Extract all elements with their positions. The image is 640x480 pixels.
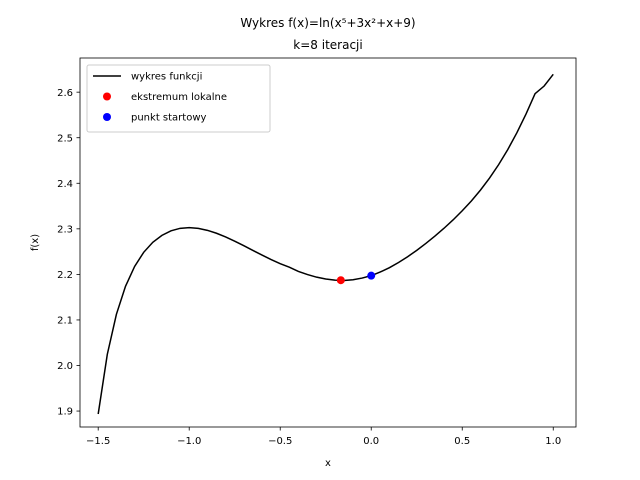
x-axis-label: x — [325, 458, 331, 469]
legend-swatch-marker — [103, 93, 111, 101]
start-point — [367, 272, 375, 280]
x-tick-label: −1.5 — [86, 436, 110, 447]
legend: wykres funkcji ekstremum lokalne punkt sta… — [87, 65, 270, 132]
x-axis: −1.5 −1.0 −0.5 0.0 0.5 1.0 — [86, 427, 561, 447]
x-tick-label: 0.5 — [454, 436, 470, 447]
y-tick-label: 2.5 — [57, 133, 73, 144]
legend-entry-extremum: ekstremum lokalne — [131, 92, 227, 103]
local-extremum-point — [337, 276, 345, 284]
y-axis: 1.9 2.0 2.1 2.2 2.3 2.4 2.5 2.6 — [57, 88, 80, 418]
legend-entry-function: wykres funkcji — [131, 72, 202, 83]
x-tick-label: −0.5 — [268, 436, 292, 447]
y-tick-label: 2.6 — [57, 88, 73, 99]
legend-swatch-marker — [103, 113, 111, 121]
y-axis-label: f(x) — [30, 234, 41, 251]
y-tick-label: 2.3 — [57, 224, 73, 235]
y-tick-label: 2.4 — [57, 179, 73, 190]
y-tick-label: 2.0 — [57, 361, 73, 372]
legend-entry-start: punkt startowy — [131, 113, 207, 124]
chart-title: Wykres f(x)=ln(x⁵+3x²+x+9) — [240, 16, 415, 30]
x-tick-label: −1.0 — [177, 436, 201, 447]
y-tick-label: 2.2 — [57, 270, 73, 281]
x-tick-label: 1.0 — [545, 436, 561, 447]
chart-subtitle: k=8 iteracji — [293, 38, 362, 52]
y-tick-label: 1.9 — [57, 407, 73, 418]
y-tick-label: 2.1 — [57, 316, 73, 327]
x-tick-label: 0.0 — [363, 436, 379, 447]
